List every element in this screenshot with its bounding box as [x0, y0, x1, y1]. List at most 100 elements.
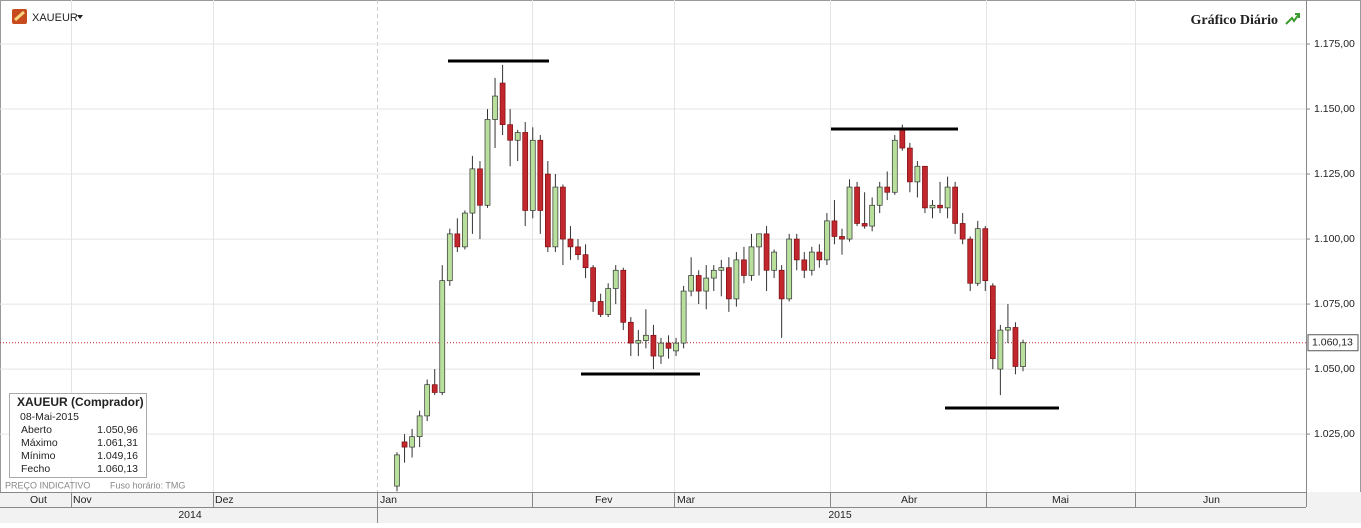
year-label: 2014: [178, 509, 202, 521]
candle-body: [891, 139, 898, 193]
info-row-value: 1.060,13: [97, 463, 138, 475]
candle-body: [462, 212, 468, 248]
month-label: Nov: [73, 494, 92, 506]
candle-body: [620, 269, 627, 323]
candle-body: [922, 165, 928, 209]
candle-body: [899, 129, 906, 149]
info-row-value: 1.061,31: [97, 437, 138, 449]
candle-body: [567, 238, 574, 248]
candle-body: [492, 95, 498, 120]
symbol-label[interactable]: XAUEUR: [32, 12, 78, 24]
month-label: Mar: [677, 494, 696, 506]
candle-body: [786, 238, 793, 300]
candle-body: [748, 246, 755, 276]
candle-body: [431, 384, 438, 393]
symbol-selector[interactable]: XAUEUR: [12, 9, 83, 24]
candle-body: [771, 251, 777, 271]
candle-body: [582, 254, 589, 269]
candle-body: [952, 186, 958, 224]
candle-body: [605, 288, 612, 315]
candle-body: [597, 301, 604, 315]
candle-body: [394, 454, 400, 487]
info-row-label: Aberto: [21, 424, 52, 436]
y-tick-label: 1.100,00: [1314, 233, 1355, 245]
candle-body: [854, 186, 860, 224]
candle-body: [529, 139, 536, 211]
dropdown-arrow[interactable]: [77, 15, 83, 19]
candle-body: [612, 269, 619, 289]
candle-body: [424, 384, 431, 417]
month-label: Fev: [595, 494, 613, 506]
candle-body: [537, 139, 544, 211]
candle-body: [499, 82, 506, 126]
info-row-label: Mínimo: [21, 450, 56, 462]
candle-body: [710, 269, 717, 279]
candle-body: [846, 186, 853, 240]
candle-body: [446, 233, 453, 282]
y-tick-label: 1.025,00: [1314, 428, 1355, 440]
info-title: XAUEUR (Comprador): [17, 395, 144, 409]
candle-body: [401, 441, 408, 448]
candle-body: [552, 186, 559, 248]
candle-body: [1005, 327, 1011, 331]
y-tick-label: 1.125,00: [1314, 168, 1355, 180]
current-price-label: 1.060,13: [1312, 337, 1353, 349]
candle-body: [808, 251, 815, 271]
candle-body: [658, 342, 664, 357]
candle-body: [665, 342, 672, 349]
candle-body: [673, 342, 679, 352]
candle-body: [839, 236, 845, 240]
candle-body: [741, 259, 747, 276]
month-label: Jun: [1203, 494, 1220, 506]
candle-body: [756, 233, 762, 248]
month-label: Abr: [901, 494, 918, 506]
info-date: 08-Mai-2015: [20, 411, 79, 423]
month-label: Dez: [215, 494, 234, 506]
candle-body: [688, 275, 694, 292]
candle-body: [876, 186, 883, 206]
candle-body: [507, 124, 513, 141]
candle-body: [454, 233, 461, 248]
candle-body: [469, 168, 476, 214]
candle-body: [944, 186, 951, 209]
candle-body: [831, 220, 838, 237]
candle-body: [522, 132, 529, 211]
candle-body: [718, 267, 725, 271]
candle-body: [544, 173, 551, 248]
candle-body: [974, 228, 981, 284]
candle-body: [824, 220, 830, 261]
candle-body: [695, 275, 702, 292]
candle-body: [982, 228, 989, 282]
candle-body: [1012, 327, 1019, 367]
time-axis: Out Nov Dez Jan Fev Mar Abr Mai Jun 2014 2015: [0, 492, 1361, 523]
candle-body: [733, 259, 740, 300]
candle-body: [1020, 342, 1026, 367]
candle-body: [884, 186, 891, 193]
current-price-box: [1307, 334, 1359, 352]
info-rows: Aberto 1.050,96 Máximo 1.061,31 Mínimo 1.049,…: [21, 424, 138, 475]
info-box: XAUEUR (Comprador) 08-Mai-2015 Aberto 1.0…: [9, 393, 147, 478]
candle-body: [861, 223, 868, 227]
candle-body: [590, 267, 596, 302]
source-note: PREÇO INDICATIVO: [5, 480, 90, 490]
candle-body: [907, 147, 913, 183]
month-label: Jan: [380, 494, 397, 506]
candle-body: [439, 280, 446, 393]
candle-body: [989, 285, 996, 360]
candle-body: [959, 223, 966, 240]
candle-body: [929, 204, 936, 209]
info-box-bg: [9, 393, 147, 478]
year-label: 2015: [828, 509, 852, 521]
candles: [394, 64, 1026, 492]
candle-body: [680, 290, 687, 344]
info-row-value: 1.050,96: [97, 424, 138, 436]
candle-body: [763, 233, 770, 271]
y-tick-label: 1.150,00: [1314, 103, 1355, 115]
candle-body: [726, 267, 732, 300]
candle-body: [914, 165, 921, 183]
chart-title: Gráfico Diário: [1191, 13, 1278, 28]
candle-body: [635, 340, 642, 344]
annotations: [448, 59, 1059, 410]
